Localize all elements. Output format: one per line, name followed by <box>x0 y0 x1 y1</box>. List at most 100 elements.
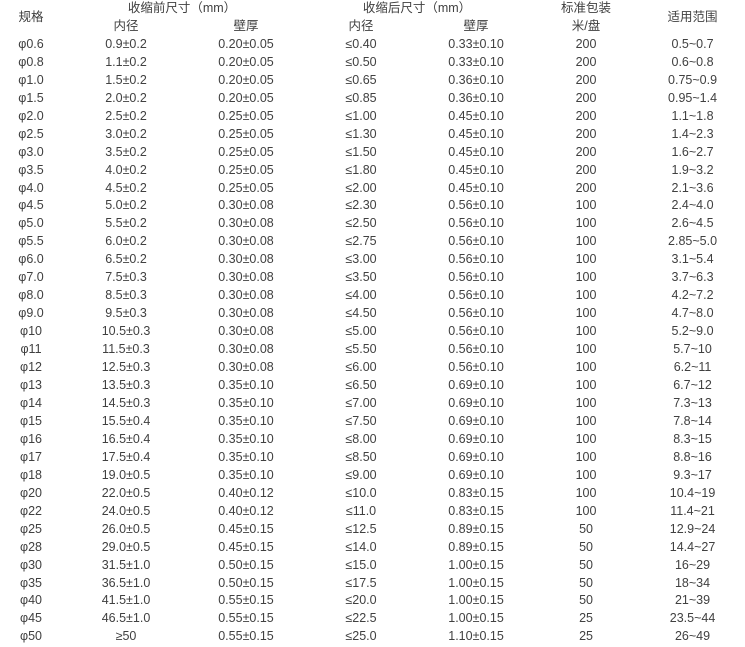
cell-post-inner-diameter: ≤6.50 <box>345 378 377 393</box>
cell-post-wall-thickness: 0.45±0.10 <box>448 180 504 195</box>
cell-packaging: 50 <box>579 521 593 536</box>
cell-packaging: 200 <box>575 54 597 69</box>
cell-post-wall-thickness: 0.69±0.10 <box>448 378 504 393</box>
cell-packaging: 100 <box>575 252 597 267</box>
cell-pre-wall-thickness: 0.35±0.10 <box>218 449 274 464</box>
cell-spec: φ40 <box>19 593 42 608</box>
cell-packaging: 50 <box>579 575 593 590</box>
cell-pre-wall-thickness: 0.30±0.08 <box>218 252 274 267</box>
cell-post-inner-diameter: ≤0.85 <box>345 90 377 105</box>
cell-spec: φ3.0 <box>18 144 44 159</box>
header-packaging-line2: 米/盘 <box>571 18 601 33</box>
header-range: 适用范围 <box>667 9 718 24</box>
table-row: φ30 31.5±1.0 0.50±0.15 ≤15.0 1.00±0.15 50 16~2… <box>0 557 745 575</box>
cell-range: 4.7~8.0 <box>671 306 714 321</box>
cell-pre-wall-thickness: 0.50±0.15 <box>218 557 274 572</box>
cell-packaging: 50 <box>579 593 593 608</box>
cell-pre-wall-thickness: 0.25±0.05 <box>218 144 274 159</box>
cell-spec: φ30 <box>19 557 42 572</box>
cell-range: 2.1~3.6 <box>671 180 714 195</box>
table-row: φ4.0 4.5±0.2 0.25±0.05 ≤2.00 0.45±0.10 200 2.1… <box>0 180 745 198</box>
cell-range: 10.4~19 <box>669 485 716 500</box>
table-row: φ7.0 7.5±0.3 0.30±0.08 ≤3.50 0.56±0.10 100 3.7… <box>0 269 745 287</box>
table-row: φ2.5 3.0±0.2 0.25±0.05 ≤1.30 0.45±0.10 200 1.4… <box>0 126 745 144</box>
cell-post-wall-thickness: 0.56±0.10 <box>448 252 504 267</box>
cell-pre-wall-thickness: 0.20±0.05 <box>218 36 274 51</box>
table-row: φ22 24.0±0.5 0.40±0.12 ≤11.0 0.83±0.15 100 11.… <box>0 503 745 521</box>
cell-range: 16~29 <box>674 557 711 572</box>
cell-range: 3.7~6.3 <box>671 270 714 285</box>
cell-range: 1.4~2.3 <box>671 126 714 141</box>
cell-post-wall-thickness: 0.45±0.10 <box>448 144 504 159</box>
cell-spec: φ28 <box>19 539 42 554</box>
cell-range: 2.4~4.0 <box>671 198 714 213</box>
header-post-inner-diameter: 内径 <box>348 18 374 33</box>
cell-range: 14.4~27 <box>669 539 716 554</box>
cell-packaging: 100 <box>575 449 597 464</box>
cell-pre-inner-diameter: 5.0±0.2 <box>105 198 147 213</box>
cell-pre-wall-thickness: 0.30±0.08 <box>218 198 274 213</box>
cell-range: 23.5~44 <box>669 611 716 626</box>
table-row: φ15 15.5±0.4 0.35±0.10 ≤7.50 0.69±0.10 100 7.8… <box>0 413 745 431</box>
cell-post-inner-diameter: ≤5.00 <box>345 324 377 339</box>
cell-range: 5.7~10 <box>673 342 712 357</box>
cell-post-inner-diameter: ≤25.0 <box>345 629 377 644</box>
cell-spec: φ7.0 <box>18 270 44 285</box>
cell-packaging: 100 <box>575 431 597 446</box>
table-row: φ2.0 2.5±0.2 0.25±0.05 ≤1.00 0.45±0.10 200 1.1… <box>0 108 745 126</box>
cell-spec: φ35 <box>19 575 42 590</box>
cell-range: 8.8~16 <box>673 449 712 464</box>
cell-pre-wall-thickness: 0.20±0.05 <box>218 90 274 105</box>
cell-pre-wall-thickness: 0.35±0.10 <box>218 413 274 428</box>
cell-pre-inner-diameter: ≥50 <box>115 629 137 644</box>
cell-packaging: 100 <box>575 270 597 285</box>
cell-pre-wall-thickness: 0.35±0.10 <box>218 431 274 446</box>
cell-post-wall-thickness: 0.69±0.10 <box>448 449 504 464</box>
cell-pre-inner-diameter: 41.5±1.0 <box>101 593 151 608</box>
cell-packaging: 100 <box>575 360 597 375</box>
cell-spec: φ1.0 <box>18 72 44 87</box>
table-row: φ0.8 1.1±0.2 0.20±0.05 ≤0.50 0.33±0.10 200 0.6… <box>0 54 745 72</box>
cell-packaging: 200 <box>575 180 597 195</box>
table-row: φ13 13.5±0.3 0.35±0.10 ≤6.50 0.69±0.10 100 6.7… <box>0 377 745 395</box>
cell-post-inner-diameter: ≤2.00 <box>345 180 377 195</box>
cell-post-inner-diameter: ≤15.0 <box>345 557 377 572</box>
cell-pre-wall-thickness: 0.20±0.05 <box>218 54 274 69</box>
table-header: 规格 收缩前尺寸（mm） 收缩后尺寸（mm） 标准包装 适用范围 内径 壁厚 内… <box>0 0 745 36</box>
cell-post-inner-diameter: ≤4.00 <box>345 288 377 303</box>
cell-pre-inner-diameter: 26.0±0.5 <box>101 521 151 536</box>
cell-packaging: 50 <box>579 539 593 554</box>
cell-post-wall-thickness: 0.56±0.10 <box>448 216 504 231</box>
cell-pre-wall-thickness: 0.30±0.08 <box>218 306 274 321</box>
cell-spec: φ45 <box>19 611 42 626</box>
cell-pre-wall-thickness: 0.30±0.08 <box>218 216 274 231</box>
cell-pre-wall-thickness: 0.35±0.10 <box>218 378 274 393</box>
cell-pre-wall-thickness: 0.30±0.08 <box>218 360 274 375</box>
cell-post-wall-thickness: 0.36±0.10 <box>448 90 504 105</box>
cell-post-inner-diameter: ≤1.80 <box>345 162 377 177</box>
cell-post-inner-diameter: ≤1.50 <box>345 144 377 159</box>
cell-packaging: 100 <box>575 467 597 482</box>
cell-post-wall-thickness: 0.89±0.15 <box>448 521 504 536</box>
cell-post-wall-thickness: 0.56±0.10 <box>448 198 504 213</box>
cell-range: 1.6~2.7 <box>671 144 714 159</box>
cell-packaging: 100 <box>575 485 597 500</box>
cell-packaging: 100 <box>575 413 597 428</box>
cell-spec: φ18 <box>19 467 42 482</box>
cell-spec: φ25 <box>19 521 42 536</box>
cell-post-inner-diameter: ≤17.5 <box>345 575 377 590</box>
cell-pre-inner-diameter: 24.0±0.5 <box>101 503 151 518</box>
cell-pre-inner-diameter: 1.1±0.2 <box>105 54 147 69</box>
cell-pre-wall-thickness: 0.30±0.08 <box>218 270 274 285</box>
cell-spec: φ11 <box>20 342 42 357</box>
table-row: φ25 26.0±0.5 0.45±0.15 ≤12.5 0.89±0.15 50 12.9… <box>0 521 745 539</box>
cell-range: 0.75~0.9 <box>668 72 718 87</box>
cell-range: 5.2~9.0 <box>671 324 714 339</box>
cell-pre-wall-thickness: 0.20±0.05 <box>218 72 274 87</box>
cell-spec: φ16 <box>19 431 42 446</box>
cell-post-inner-diameter: ≤8.50 <box>345 449 377 464</box>
cell-pre-inner-diameter: 3.5±0.2 <box>105 144 147 159</box>
cell-spec: φ20 <box>19 485 42 500</box>
